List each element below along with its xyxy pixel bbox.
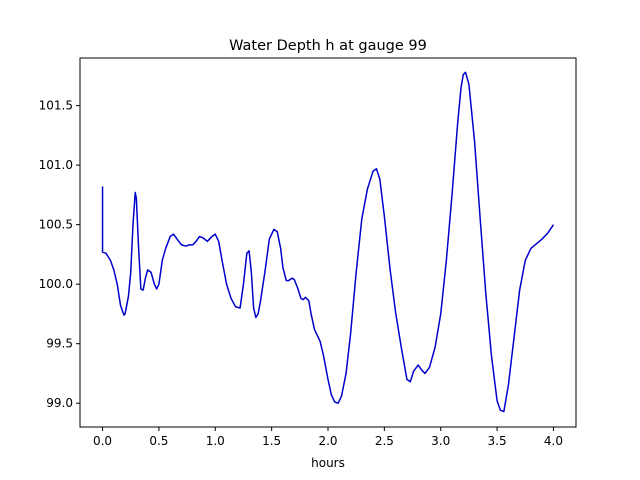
y-tick-label: 99.5 [46,337,73,351]
x-tick-label: 3.5 [488,434,507,448]
y-tick-label: 99.0 [46,396,73,410]
y-tick-label: 100.5 [39,218,73,232]
x-tick-label: 0.5 [149,434,168,448]
y-tick-label: 101.0 [39,158,73,172]
y-axis: 99.0 99.5 100.0 100.5 101.0 101.5 [39,99,80,410]
x-tick-label: 1.5 [262,434,281,448]
y-tick-label: 100.0 [39,277,73,291]
plot-layer [101,71,555,413]
x-tick-label: 0.0 [93,434,112,448]
x-tick-label: 2.5 [375,434,394,448]
x-tick-label: 4.0 [544,434,563,448]
x-axis: 0.0 0.5 1.0 1.5 2.0 2.5 3.0 3.5 4.0 [93,427,563,448]
series-line [101,71,555,413]
x-tick-label: 1.0 [206,434,225,448]
x-tick-label: 3.0 [431,434,450,448]
x-axis-label: hours [311,456,345,470]
x-tick-label: 2.0 [318,434,337,448]
y-tick-label: 101.5 [39,99,73,113]
chart-title: Water Depth h at gauge 99 [229,38,427,54]
